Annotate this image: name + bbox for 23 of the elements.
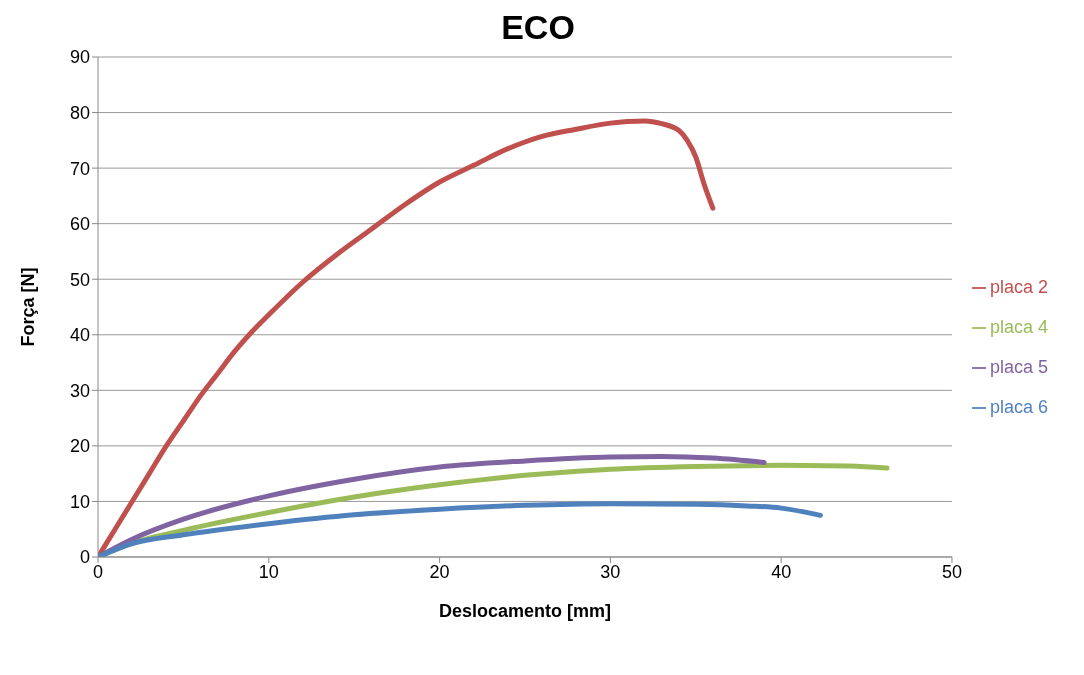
legend-label: placa 5	[989, 357, 1048, 377]
chart-title: ECO	[500, 8, 576, 47]
x-tick-label: 40	[771, 561, 792, 582]
legend-label: placa 6	[989, 397, 1048, 417]
x-tick-label: 30	[600, 561, 621, 582]
x-tick-label: 20	[429, 561, 450, 582]
y-tick-label: 0	[79, 547, 90, 568]
y-tick-label: 30	[69, 380, 90, 401]
y-tick-label: 80	[69, 102, 90, 123]
x-axis-title: Deslocamento [mm]	[438, 601, 611, 621]
x-tick-label: 0	[92, 561, 104, 582]
y-tick-label: 40	[69, 325, 90, 346]
y-axis-title: Força [N]	[18, 267, 39, 347]
y-tick-label: 90	[69, 47, 90, 68]
y-tick-label: 70	[69, 158, 90, 179]
y-tick-label: 60	[69, 214, 90, 235]
y-tick-label: 50	[69, 269, 90, 290]
x-tick-label: 10	[258, 561, 279, 582]
y-tick-label: 20	[69, 436, 90, 457]
legend-label: placa 2	[989, 277, 1048, 297]
y-tick-label: 10	[69, 491, 90, 512]
legend-label: placa 4	[989, 317, 1048, 337]
x-tick-label: 50	[941, 561, 962, 582]
